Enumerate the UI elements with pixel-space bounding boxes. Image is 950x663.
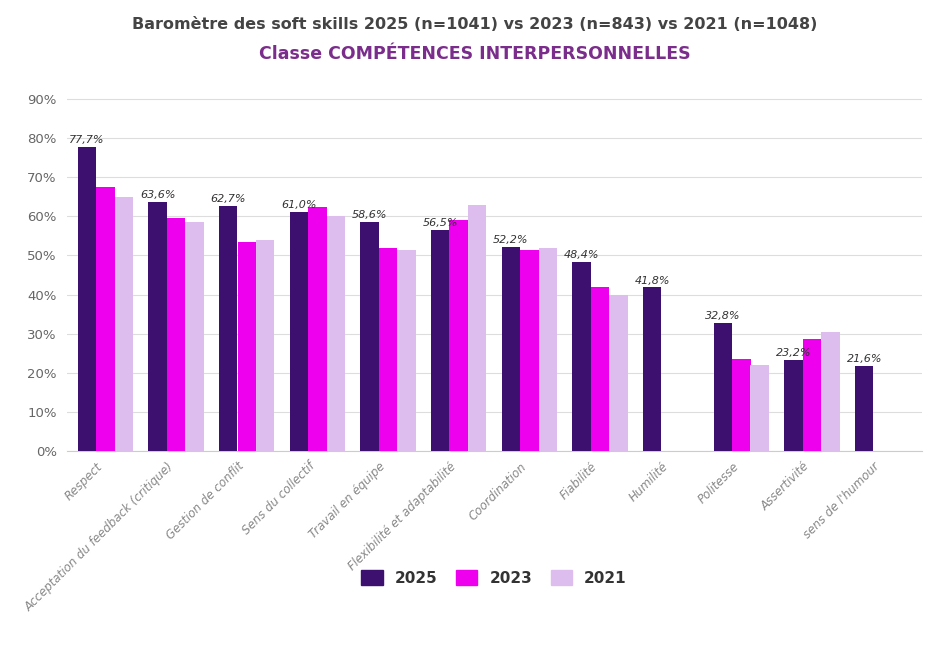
Bar xyxy=(855,367,873,451)
Bar xyxy=(379,247,397,451)
Bar xyxy=(256,240,275,451)
Bar xyxy=(148,202,167,451)
Bar xyxy=(750,365,769,451)
Bar xyxy=(803,339,821,451)
Bar xyxy=(449,220,467,451)
Bar xyxy=(539,247,557,451)
Bar xyxy=(96,187,115,451)
Legend: 2025, 2023, 2021: 2025, 2023, 2021 xyxy=(355,564,633,591)
Bar xyxy=(502,247,521,451)
Text: 77,7%: 77,7% xyxy=(69,135,104,145)
Text: 63,6%: 63,6% xyxy=(140,190,176,200)
Text: Classe COMPÉTENCES INTERPERSONNELLES: Classe COMPÉTENCES INTERPERSONNELLES xyxy=(259,45,691,63)
Bar xyxy=(219,206,238,451)
Bar xyxy=(732,359,751,451)
Bar xyxy=(643,288,661,451)
Bar xyxy=(591,286,609,451)
Text: 48,4%: 48,4% xyxy=(564,250,599,260)
Text: 21,6%: 21,6% xyxy=(846,355,882,365)
Text: 58,6%: 58,6% xyxy=(352,210,388,220)
Text: 32,8%: 32,8% xyxy=(705,311,741,321)
Bar xyxy=(238,242,256,451)
Text: 56,5%: 56,5% xyxy=(423,218,458,228)
Bar xyxy=(185,222,203,451)
Bar xyxy=(167,218,185,451)
Bar xyxy=(327,216,345,451)
Bar xyxy=(713,323,732,451)
Bar xyxy=(397,249,415,451)
Bar xyxy=(115,197,133,451)
Bar xyxy=(821,332,840,451)
Bar xyxy=(573,262,591,451)
Bar xyxy=(78,147,96,451)
Bar xyxy=(521,249,539,451)
Text: 62,7%: 62,7% xyxy=(211,194,246,204)
Bar xyxy=(431,230,449,451)
Text: 23,2%: 23,2% xyxy=(776,348,811,358)
Bar xyxy=(308,207,327,451)
Text: 52,2%: 52,2% xyxy=(493,235,529,245)
Bar xyxy=(785,360,803,451)
Text: 41,8%: 41,8% xyxy=(635,276,670,286)
Bar xyxy=(467,205,486,451)
Text: 61,0%: 61,0% xyxy=(281,200,316,210)
Bar xyxy=(290,212,308,451)
Text: Baromètre des soft skills 2025 (n=1041) vs 2023 (n=843) vs 2021 (n=1048): Baromètre des soft skills 2025 (n=1041) … xyxy=(132,17,818,32)
Bar xyxy=(360,222,379,451)
Bar xyxy=(609,294,628,451)
